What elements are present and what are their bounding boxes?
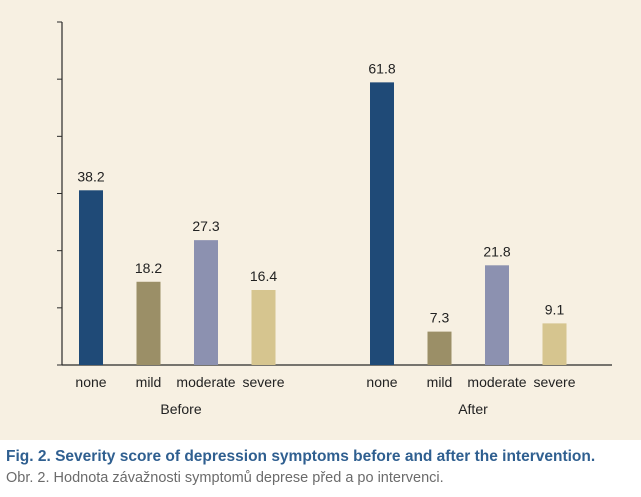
figure-caption: Fig. 2. Severity score of depression sym…	[6, 447, 638, 488]
value-label: 61.8	[368, 60, 395, 76]
category-label: none	[75, 374, 106, 390]
category-label: moderate	[176, 374, 235, 390]
bar-before-none	[79, 190, 103, 365]
category-label: none	[366, 374, 397, 390]
category-label: severe	[242, 374, 284, 390]
value-label: 38.2	[77, 168, 104, 184]
bar-after-moderate	[485, 265, 509, 365]
value-label: 21.8	[483, 243, 510, 259]
value-label: 9.1	[545, 301, 565, 317]
group-label: After	[458, 401, 488, 417]
caption-english: Fig. 2. Severity score of depression sym…	[6, 448, 596, 465]
value-label: 16.4	[250, 268, 277, 284]
group-label: Before	[160, 401, 201, 417]
caption-czech: Obr. 2. Hodnota závažnosti symptomů depr…	[6, 470, 444, 486]
bars	[79, 82, 567, 366]
bar-before-mild	[136, 281, 161, 365]
category-label: moderate	[467, 374, 526, 390]
value-label: 7.3	[430, 310, 450, 326]
category-label: mild	[427, 374, 453, 390]
category-label: severe	[533, 374, 575, 390]
severity-bar-chart: 38.2 none 18.2 mild 27.3 moderate 16.4 severe Be…	[0, 0, 641, 440]
labels: 38.2 none 18.2 mild 27.3 moderate 16.4 severe Be…	[75, 60, 575, 417]
bar-after-mild	[427, 331, 452, 365]
value-label: 27.3	[192, 218, 219, 234]
bar-before-moderate	[194, 240, 218, 365]
value-label: 18.2	[135, 260, 162, 276]
bar-after-none	[370, 82, 394, 366]
bar-after-severe	[542, 323, 567, 365]
figure-panel: 38.2 none 18.2 mild 27.3 moderate 16.4 severe Be…	[0, 0, 641, 440]
chart-background	[0, 0, 641, 440]
category-label: mild	[136, 374, 162, 390]
bar-before-severe	[251, 289, 276, 365]
